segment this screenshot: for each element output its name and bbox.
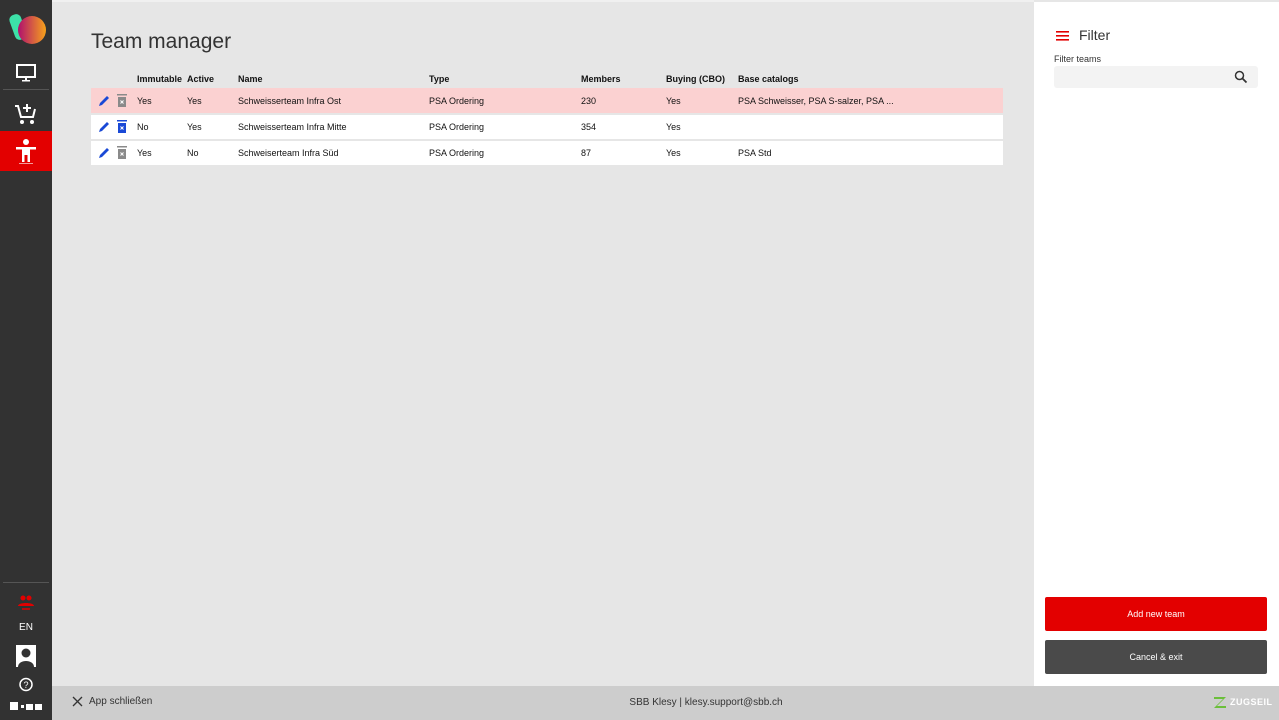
search-icon[interactable]: [1234, 70, 1248, 89]
filter-teams-input[interactable]: [1054, 66, 1258, 88]
svg-text:?: ?: [23, 680, 28, 690]
cell-type: PSA Ordering: [429, 114, 581, 141]
close-icon: [72, 696, 83, 707]
table-row[interactable]: No Yes Schweisserteam Infra Mitte PSA Order…: [91, 114, 1003, 141]
avatar[interactable]: [0, 645, 52, 667]
cell-name: Schweisserteam Infra Mitte: [238, 114, 429, 141]
edit-icon[interactable]: [97, 94, 111, 108]
edit-icon[interactable]: [97, 120, 111, 134]
teams-table: Immutable Active Name Type Members Buyin…: [91, 70, 1003, 167]
cell-immutable: Yes: [137, 140, 187, 167]
app-logo: [0, 10, 52, 46]
cell-buying: Yes: [666, 88, 738, 115]
delete-icon: [117, 93, 127, 107]
cell-members: 87: [581, 140, 666, 167]
sidebar: EN ?: [0, 0, 52, 720]
col-actions: [91, 70, 137, 88]
delete-icon: [117, 146, 127, 159]
support-info: SBB Klesy | klesy.support@sbb.ch: [629, 697, 783, 708]
delete-icon[interactable]: [117, 120, 127, 133]
col-buying[interactable]: Buying (CBO): [666, 74, 725, 84]
cell-active: No: [187, 140, 238, 167]
cell-name: Schweisserteam Infra Ost: [238, 88, 429, 115]
add-new-team-button[interactable]: Add new team: [1045, 597, 1267, 631]
col-immutable[interactable]: Immutable: [137, 74, 183, 84]
language-selector[interactable]: EN: [19, 621, 33, 633]
cell-immutable: Yes: [137, 88, 187, 115]
cell-buying: Yes: [666, 114, 738, 141]
bap-logo: [0, 700, 52, 712]
cell-buying: Yes: [666, 140, 738, 167]
edit-icon[interactable]: [97, 146, 111, 160]
zugseil-logo: ZUGSEIL: [1213, 696, 1273, 708]
table-row[interactable]: Yes No Schweiserteam Infra Süd PSA Ordering…: [91, 140, 1003, 167]
col-catalogs[interactable]: Base catalogs: [738, 74, 799, 84]
cell-active: Yes: [187, 114, 238, 141]
cell-members: 230: [581, 88, 666, 115]
cell-type: PSA Ordering: [429, 88, 581, 115]
cell-members: 354: [581, 114, 666, 141]
cell-immutable: No: [137, 114, 187, 141]
cell-active: Yes: [187, 88, 238, 115]
main-content: Team manager Immutable Active Name Type …: [52, 0, 1034, 686]
cell-name: Schweiserteam Infra Süd: [238, 140, 429, 167]
person-icon[interactable]: [0, 131, 52, 171]
col-name[interactable]: Name: [238, 74, 263, 84]
filter-label: Filter teams: [1054, 54, 1102, 64]
monitor-icon[interactable]: [0, 60, 52, 86]
cancel-exit-button[interactable]: Cancel & exit: [1045, 640, 1267, 674]
cart-add-icon[interactable]: [0, 100, 52, 128]
page-title: Team manager: [91, 30, 232, 53]
col-members[interactable]: Members: [581, 74, 621, 84]
col-active[interactable]: Active: [187, 74, 215, 84]
team-switch-icon[interactable]: [0, 594, 52, 612]
footer: App schließen SBB Klesy | klesy.support@…: [52, 686, 1279, 720]
panel-title: Filter: [1079, 27, 1111, 43]
close-app-button[interactable]: App schließen: [72, 696, 152, 707]
filter-panel: Filter Filter teams Add new team Cancel …: [1034, 2, 1279, 686]
table-row[interactable]: Yes Yes Schweisserteam Infra Ost PSA Orderi…: [91, 88, 1003, 115]
help-icon[interactable]: ?: [0, 677, 52, 693]
cell-type: PSA Ordering: [429, 140, 581, 167]
cell-catalogs: PSA Schweisser, PSA S-salzer, PSA ...: [738, 88, 1003, 115]
col-type[interactable]: Type: [429, 74, 450, 84]
menu-icon[interactable]: [1056, 28, 1069, 46]
close-app-label: App schließen: [89, 696, 153, 707]
cell-catalogs: PSA Std: [738, 140, 1003, 167]
cell-catalogs: [738, 114, 1003, 141]
